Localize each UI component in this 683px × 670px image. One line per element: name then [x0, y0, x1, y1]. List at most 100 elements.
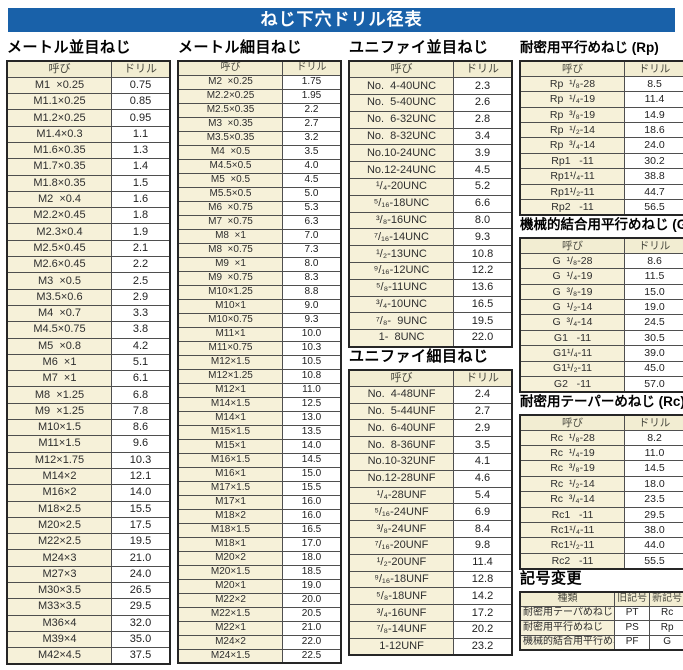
table-row: M4.5×0.75 3.8	[6, 321, 171, 339]
drill-value-cell: 9.3	[282, 312, 342, 328]
drill-value-cell: 10.3	[111, 451, 171, 469]
drill-value-cell: 30.5	[624, 329, 683, 347]
table-row: M30×3.5 26.5	[6, 581, 171, 600]
thread-name-cell: M4 ×0.5	[177, 144, 283, 160]
table-row: M36×4 32.0	[6, 614, 171, 632]
drill-value-cell: 1.8	[111, 207, 171, 225]
thread-name-cell: M16×1	[177, 466, 283, 482]
table-row: Rp ¹/₄-19 11.4	[519, 91, 683, 108]
table-row: M9 ×0.75 8.3	[177, 270, 342, 286]
drill-value-cell: 1.1	[111, 125, 171, 143]
section-heading-rc: 耐密用テーパーめねじ (Rc)	[520, 393, 683, 409]
drill-value-cell: 29.5	[624, 506, 683, 524]
drill-value-cell: 24.0	[624, 137, 683, 154]
table-row: M39×4 35.0	[6, 630, 171, 649]
thread-name-cell: M36×4	[6, 614, 112, 632]
drill-value-cell: 6.1	[111, 370, 171, 388]
section-heading-metric-fine: メートル細目ねじ	[178, 39, 303, 56]
drill-value-cell: 44.7	[624, 183, 683, 201]
thread-name-cell: M3.5×0.6	[6, 288, 112, 306]
drill-value-cell: 19.5	[111, 533, 171, 551]
column-header: 種類	[519, 591, 615, 607]
column-header: ドリル	[624, 414, 683, 431]
thread-name-cell: Rp1¹/₄-11	[519, 168, 625, 185]
thread-name-cell: M16×2	[6, 484, 112, 502]
table-row: M4 ×0.7 3.3	[6, 304, 171, 323]
table-row: G1¹/₂-11 45.0	[519, 360, 683, 377]
table-row: 耐密用平行めねじ PS Rp	[519, 620, 683, 636]
drill-value-cell: 8.2	[624, 429, 683, 447]
thread-name-cell: ³/₄-16UNF	[348, 604, 454, 622]
thread-name-cell: ⁷/₁₆-14UNC	[348, 228, 454, 247]
table-row: 1- 8UNC 22.0	[348, 329, 513, 348]
thread-name-cell: G1¹/₄-11	[519, 345, 625, 362]
table-row: ⁷/₈-14UNF 20.2	[348, 621, 513, 639]
thread-name-cell: M22×2	[177, 592, 283, 608]
column-header: ドリル	[624, 237, 683, 254]
thread-name-cell: ⁵/₁₆-18UNC	[348, 194, 454, 213]
drill-value-cell: Rp	[649, 620, 683, 636]
drill-value-cell: 3.4	[453, 127, 513, 146]
drill-value-cell: 7.0	[282, 228, 342, 244]
table-row: 機械的結合用平行めねじPFG	[519, 634, 683, 651]
table-row: G ¹/₄-19 11.5	[519, 268, 683, 285]
drill-value-cell: 11.4	[624, 91, 683, 108]
drill-value-cell: 19.0	[282, 578, 342, 594]
table-row: M12×1.5 10.5	[177, 354, 342, 370]
thread-name-cell: M5 ×0.5	[177, 172, 283, 188]
thread-name-cell: No. 4-40UNC	[348, 77, 454, 96]
drill-value-cell: 21.0	[111, 549, 171, 567]
thread-name-cell: M12×1.25	[177, 368, 283, 384]
table-row: M17×1.5 15.5	[177, 480, 342, 496]
table-row: M1.1×0.25 0.85	[6, 93, 171, 111]
thread-name-cell: M10×0.75	[177, 312, 283, 328]
page-title: ねじ下穴ドリル径表	[8, 8, 675, 32]
drill-value-cell: 8.6	[111, 419, 171, 437]
table-row: M1.6×0.35 1.3	[6, 141, 171, 160]
drill-value-cell: 20.0	[282, 592, 342, 608]
drill-value-cell: 2.9	[111, 288, 171, 306]
drill-value-cell: 38.0	[624, 522, 683, 539]
thread-name-cell: M14×2	[6, 467, 112, 486]
metric-fine-table: 呼び ドリル M2 ×0.25 1.75 M2.2×0.25 1.95 M2.5×0.35 2…	[177, 60, 342, 664]
table-row: M18×2.5 15.5	[6, 500, 171, 518]
thread-name-cell: ⁷/₈- 9UNC	[348, 312, 454, 331]
g-table: 呼び ドリル G ¹/₈-28 8.6 G ¹/₄-19 11.5 G ³/₈-19 15.0…	[519, 236, 683, 393]
table-row: Rp1¹/₄-11 38.8	[519, 168, 683, 185]
thread-name-cell: M2 ×0.25	[177, 74, 283, 90]
drill-value-cell: 56.5	[624, 199, 683, 216]
table-row: ⁹/₁₆-12UNC 12.2	[348, 262, 513, 280]
drill-value-cell: 6.3	[282, 214, 342, 230]
thread-name-cell: M14×1	[177, 410, 283, 426]
drill-value-cell: 24.0	[111, 565, 171, 584]
thread-name-cell: G ¹/₈-28	[519, 252, 625, 270]
thread-name-cell: M11×1.5	[6, 435, 112, 453]
thread-name-cell: Rp1¹/₂-11	[519, 183, 625, 201]
table-row: M7 ×1 6.1	[6, 370, 171, 388]
table-row: M12×1.75 10.3	[6, 451, 171, 469]
table-row: No. 5-40UNC 2.6	[348, 94, 513, 112]
table-row: Rp ¹/₂-14 18.6	[519, 122, 683, 139]
table-row: Rc ³/₄-14 23.5	[519, 491, 683, 508]
drill-value-cell: 2.7	[453, 402, 513, 421]
table-row: M6 ×0.75 5.3	[177, 200, 342, 216]
table-row: M2.3×0.4 1.9	[6, 223, 171, 241]
drill-value-cell: 30.2	[624, 152, 683, 170]
rp-table: 呼び ドリル Rp ¹/₈-28 8.5 Rp ¹/₄-19 11.4 Rp ³/₈-19 1…	[519, 60, 683, 216]
table-row: G1¹/₄-11 39.0	[519, 345, 683, 362]
thread-name-cell: M12×1.5	[177, 354, 283, 370]
thread-name-cell: M3 ×0.35	[177, 116, 283, 132]
thread-name-cell: Rc ¹/₈-28	[519, 429, 625, 447]
table-row: M22×2.5 19.5	[6, 533, 171, 551]
table-row: M18×1.5 16.5	[177, 522, 342, 538]
drill-value-cell: 2.1	[111, 239, 171, 258]
table-row: M22×2 20.0	[177, 592, 342, 608]
thread-name-cell: M24×3	[6, 549, 112, 567]
drill-value-cell: 16.5	[453, 295, 513, 314]
drill-value-cell: 8.3	[282, 270, 342, 286]
table-row: No. 4-48UNF 2.4	[348, 385, 513, 404]
column-header: 呼び	[519, 237, 625, 254]
drill-value-cell: 23.2	[453, 637, 513, 656]
drill-value-cell: 3.9	[453, 144, 513, 163]
